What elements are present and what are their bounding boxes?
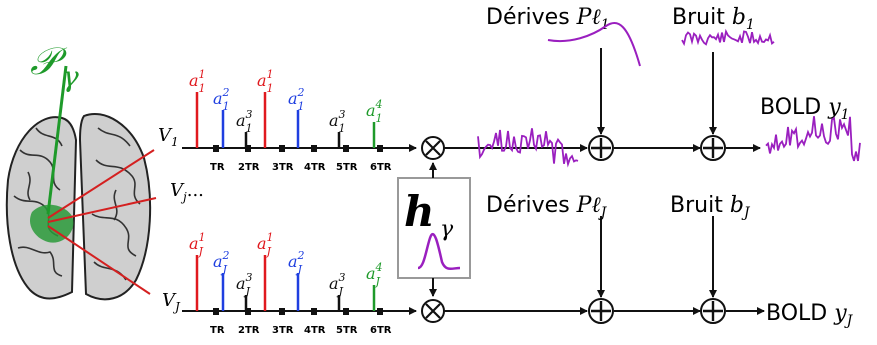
noise-trace bbox=[681, 28, 775, 47]
stimulus-label-bottom-6: a3 J bbox=[329, 271, 346, 298]
tr-tick-top-6 bbox=[377, 145, 383, 152]
tr-tick-label-top-1: TR bbox=[210, 162, 225, 173]
stimulus-label-top-7: a4 1 bbox=[366, 98, 383, 125]
tr-tick-top-1 bbox=[213, 145, 219, 152]
tr-tick-label-top-2: 2TR bbox=[238, 162, 260, 173]
tr-tick-top-4 bbox=[311, 145, 317, 152]
stimulus-label-bottom-7: a4 J bbox=[366, 261, 383, 288]
tr-tick-bottom-5 bbox=[343, 308, 349, 315]
tr-tick-label-top-6: 6TR bbox=[370, 162, 392, 173]
stimulus-label-bottom-5: a2 J bbox=[288, 249, 305, 276]
hrf-curve-icon bbox=[417, 232, 461, 270]
add-node-noise-top bbox=[700, 135, 726, 161]
convolved-response-trace bbox=[477, 128, 579, 168]
drift-label-top: Dérives Pℓ1 bbox=[486, 5, 610, 33]
add-node-drift-top bbox=[588, 135, 614, 161]
tr-tick-label-bottom-4: 4TR bbox=[304, 325, 326, 336]
tr-tick-bottom-4 bbox=[311, 308, 317, 315]
stimulus-label-top-6: a3 1 bbox=[329, 108, 346, 135]
tr-ticks-bottom: TR 2TR 3TR 4TR 5TR 6TR bbox=[210, 308, 392, 336]
tr-tick-label-bottom-3: 3TR bbox=[272, 325, 294, 336]
parcel-region bbox=[29, 204, 74, 243]
voxel-j-label: Vj... bbox=[170, 180, 204, 204]
add-node-drift-bottom bbox=[588, 298, 614, 324]
tr-tick-bottom-1 bbox=[213, 308, 219, 315]
tr-tick-label-bottom-6: 6TR bbox=[370, 325, 392, 336]
drift-label-bottom: Dérives PℓJ bbox=[486, 193, 608, 221]
tr-tick-label-bottom-5: 5TR bbox=[336, 325, 358, 336]
bold-signal-trace bbox=[765, 116, 861, 162]
tr-tick-label-top-5: 5TR bbox=[336, 162, 358, 173]
stimulus-label-top-1: a1 1 bbox=[189, 68, 206, 95]
stimulus-label-top-3: a3 1 bbox=[236, 108, 253, 135]
stimulus-label-top-2: a2 1 bbox=[213, 86, 230, 113]
tr-tick-bottom-6 bbox=[377, 308, 383, 315]
tr-tick-top-5 bbox=[343, 145, 349, 152]
tr-tick-label-top-4: 4TR bbox=[304, 162, 326, 173]
tr-tick-label-bottom-2: 2TR bbox=[238, 325, 260, 336]
voxel-1-label: V1 bbox=[158, 125, 179, 149]
noise-label-top: Bruit b1 bbox=[672, 5, 755, 33]
drift-curve bbox=[547, 21, 641, 67]
tr-ticks-top: TR 2TR 3TR 4TR 5TR 6TR bbox=[210, 145, 392, 173]
noise-label-bottom: Bruit bJ bbox=[670, 193, 751, 221]
voxel-pointers bbox=[47, 149, 157, 295]
stimulus-train-bottom: a1 Ja2 Ja3 Ja1 Ja2 Ja3 Ja4 J bbox=[189, 231, 383, 311]
tr-tick-top-2 bbox=[245, 145, 251, 152]
tr-tick-label-top-3: 3TR bbox=[272, 162, 294, 173]
hrf-subscript: γ bbox=[440, 217, 454, 242]
stimulus-label-top-4: a1 1 bbox=[257, 68, 274, 95]
bold-label-bottom: BOLD yJ bbox=[766, 301, 854, 329]
stimulus-label-bottom-4: a1 J bbox=[257, 231, 274, 258]
stimulus-train-top: a1 1a2 1a3 1a1 1a2 1a3 1a4 1 bbox=[189, 68, 383, 148]
tr-tick-bottom-2 bbox=[245, 308, 251, 315]
bold-label-top: BOLD y1 bbox=[760, 95, 850, 123]
add-node-noise-bottom bbox=[700, 298, 726, 324]
parcel-pointer bbox=[46, 65, 68, 215]
stimulus-label-bottom-1: a1 J bbox=[189, 231, 206, 258]
hrf-symbol: h bbox=[404, 187, 435, 236]
stimulus-label-top-5: a2 1 bbox=[288, 86, 305, 113]
brain-illustration bbox=[5, 113, 152, 301]
tr-tick-bottom-3 bbox=[279, 308, 285, 315]
tr-tick-label-bottom-1: TR bbox=[210, 325, 225, 336]
stimulus-label-bottom-2: a2 J bbox=[213, 249, 230, 276]
tr-tick-top-3 bbox=[279, 145, 285, 152]
voxel-J-label: VJ bbox=[162, 290, 181, 314]
parcel-subscript: γ bbox=[62, 60, 79, 93]
stimulus-label-bottom-3: a3 J bbox=[236, 271, 253, 298]
